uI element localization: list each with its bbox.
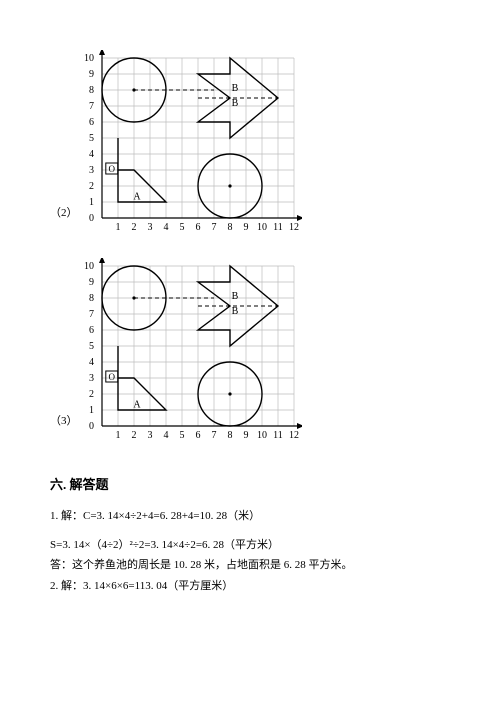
svg-text:B: B <box>232 306 239 317</box>
svg-text:10: 10 <box>257 222 267 233</box>
svg-text:11: 11 <box>273 430 283 441</box>
svg-text:3: 3 <box>148 222 153 233</box>
figure-2-label: （2） <box>50 204 82 238</box>
svg-text:5: 5 <box>89 133 94 144</box>
svg-text:B: B <box>232 83 239 94</box>
figure-2-block: （2） 123456789101112012345678910BBOA <box>50 50 450 238</box>
svg-text:5: 5 <box>180 430 185 441</box>
svg-text:6: 6 <box>196 222 201 233</box>
svg-text:6: 6 <box>89 117 94 128</box>
svg-text:8: 8 <box>228 430 233 441</box>
answer-lines: 1. 解：C=3. 14×4÷2+4=6. 28+4=10. 28（米） S=3.… <box>50 507 450 596</box>
svg-text:6: 6 <box>196 430 201 441</box>
svg-text:12: 12 <box>289 222 299 233</box>
svg-text:10: 10 <box>257 430 267 441</box>
svg-text:4: 4 <box>164 222 169 233</box>
svg-text:10: 10 <box>84 53 94 64</box>
answer-line: S=3. 14×（4÷2）²÷2=3. 14×4÷2=6. 28（平方米） <box>50 536 450 555</box>
svg-text:A: A <box>133 191 141 202</box>
answer-line: 答：这个养鱼池的周长是 10. 28 米，占地面积是 6. 28 平方米。 <box>50 556 450 575</box>
svg-text:O: O <box>109 372 116 382</box>
svg-text:2: 2 <box>89 181 94 192</box>
svg-text:7: 7 <box>212 222 217 233</box>
svg-text:3: 3 <box>89 373 94 384</box>
svg-text:5: 5 <box>180 222 185 233</box>
svg-text:9: 9 <box>244 430 249 441</box>
figure-3-label: （3） <box>50 412 82 446</box>
svg-text:4: 4 <box>89 357 94 368</box>
svg-text:2: 2 <box>132 430 137 441</box>
svg-text:8: 8 <box>89 85 94 96</box>
svg-text:8: 8 <box>89 293 94 304</box>
svg-text:1: 1 <box>89 197 94 208</box>
answer-line: 1. 解：C=3. 14×4÷2+4=6. 28+4=10. 28（米） <box>50 507 450 526</box>
answer-line: 2. 解：3. 14×6×6=113. 04（平方厘米） <box>50 577 450 596</box>
svg-text:0: 0 <box>89 213 94 224</box>
svg-text:6: 6 <box>89 325 94 336</box>
svg-text:1: 1 <box>116 222 121 233</box>
svg-text:10: 10 <box>84 261 94 272</box>
svg-text:2: 2 <box>89 389 94 400</box>
svg-text:11: 11 <box>273 222 283 233</box>
svg-text:0: 0 <box>89 421 94 432</box>
svg-text:7: 7 <box>212 430 217 441</box>
svg-text:B: B <box>232 98 239 109</box>
figure-3-block: （3） 123456789101112012345678910BBOA <box>50 258 450 446</box>
svg-text:O: O <box>109 164 116 174</box>
grid-figure-2: 123456789101112012345678910BBOA <box>82 50 302 238</box>
svg-text:4: 4 <box>164 430 169 441</box>
grid-figure-3: 123456789101112012345678910BBOA <box>82 258 302 446</box>
svg-text:1: 1 <box>89 405 94 416</box>
svg-text:3: 3 <box>89 165 94 176</box>
svg-text:7: 7 <box>89 309 94 320</box>
svg-text:B: B <box>232 291 239 302</box>
svg-text:7: 7 <box>89 101 94 112</box>
svg-text:8: 8 <box>228 222 233 233</box>
svg-text:5: 5 <box>89 341 94 352</box>
svg-text:12: 12 <box>289 430 299 441</box>
svg-text:9: 9 <box>89 277 94 288</box>
svg-text:3: 3 <box>148 430 153 441</box>
svg-text:A: A <box>133 399 141 410</box>
svg-text:4: 4 <box>89 149 94 160</box>
section-header: 六. 解答题 <box>50 474 450 493</box>
svg-text:9: 9 <box>244 222 249 233</box>
svg-text:1: 1 <box>116 430 121 441</box>
svg-text:9: 9 <box>89 69 94 80</box>
svg-text:2: 2 <box>132 222 137 233</box>
